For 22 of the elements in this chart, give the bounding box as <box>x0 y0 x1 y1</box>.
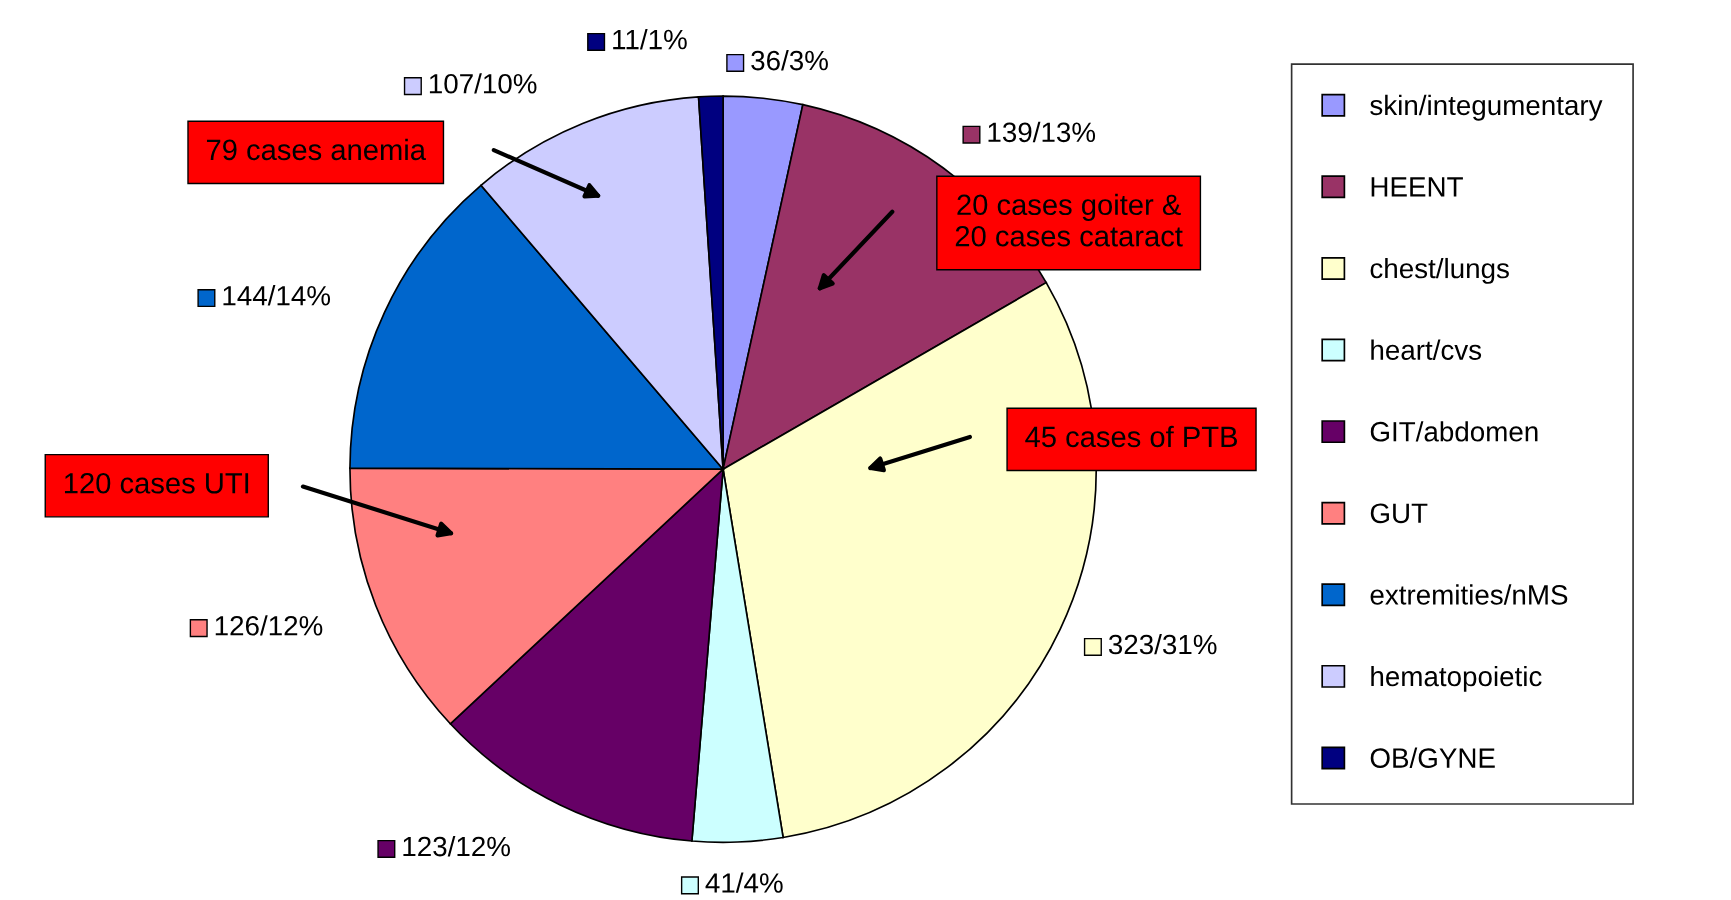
data-label: 144/14% <box>223 285 331 306</box>
data-label: 36/3% <box>751 49 828 71</box>
data-label: 126/12% <box>215 615 323 636</box>
text: 120 cases UTI <box>64 472 249 494</box>
text: 20 cases goiter & 20 cases cataract <box>955 193 1183 247</box>
legend-label: hematopoietic <box>1371 665 1542 692</box>
legend-label: skin/integumentary <box>1370 94 1603 121</box>
legend-label: GUT <box>1370 503 1428 524</box>
legend-label: OB/GYNE <box>1370 747 1495 768</box>
legend-label: GIT/abdomen <box>1370 421 1538 442</box>
data-label: 123/12% <box>403 835 510 857</box>
text: 45 cases of PTB <box>1025 425 1238 448</box>
data-label: 323/31% <box>1108 633 1217 655</box>
legend-label: extremities/nMS <box>1370 584 1568 605</box>
data-label: 107/10% <box>429 73 537 94</box>
data-label: 11/1% <box>613 29 687 50</box>
legend-label: chest/lungs <box>1370 257 1509 284</box>
legend-label: heart/cvs <box>1371 339 1482 360</box>
data-label: 41/4% <box>705 872 783 893</box>
data-label: 139/13% <box>988 121 1096 143</box>
legend-label: HEENT <box>1371 177 1463 197</box>
text: 79 cases anemia <box>206 138 426 161</box>
